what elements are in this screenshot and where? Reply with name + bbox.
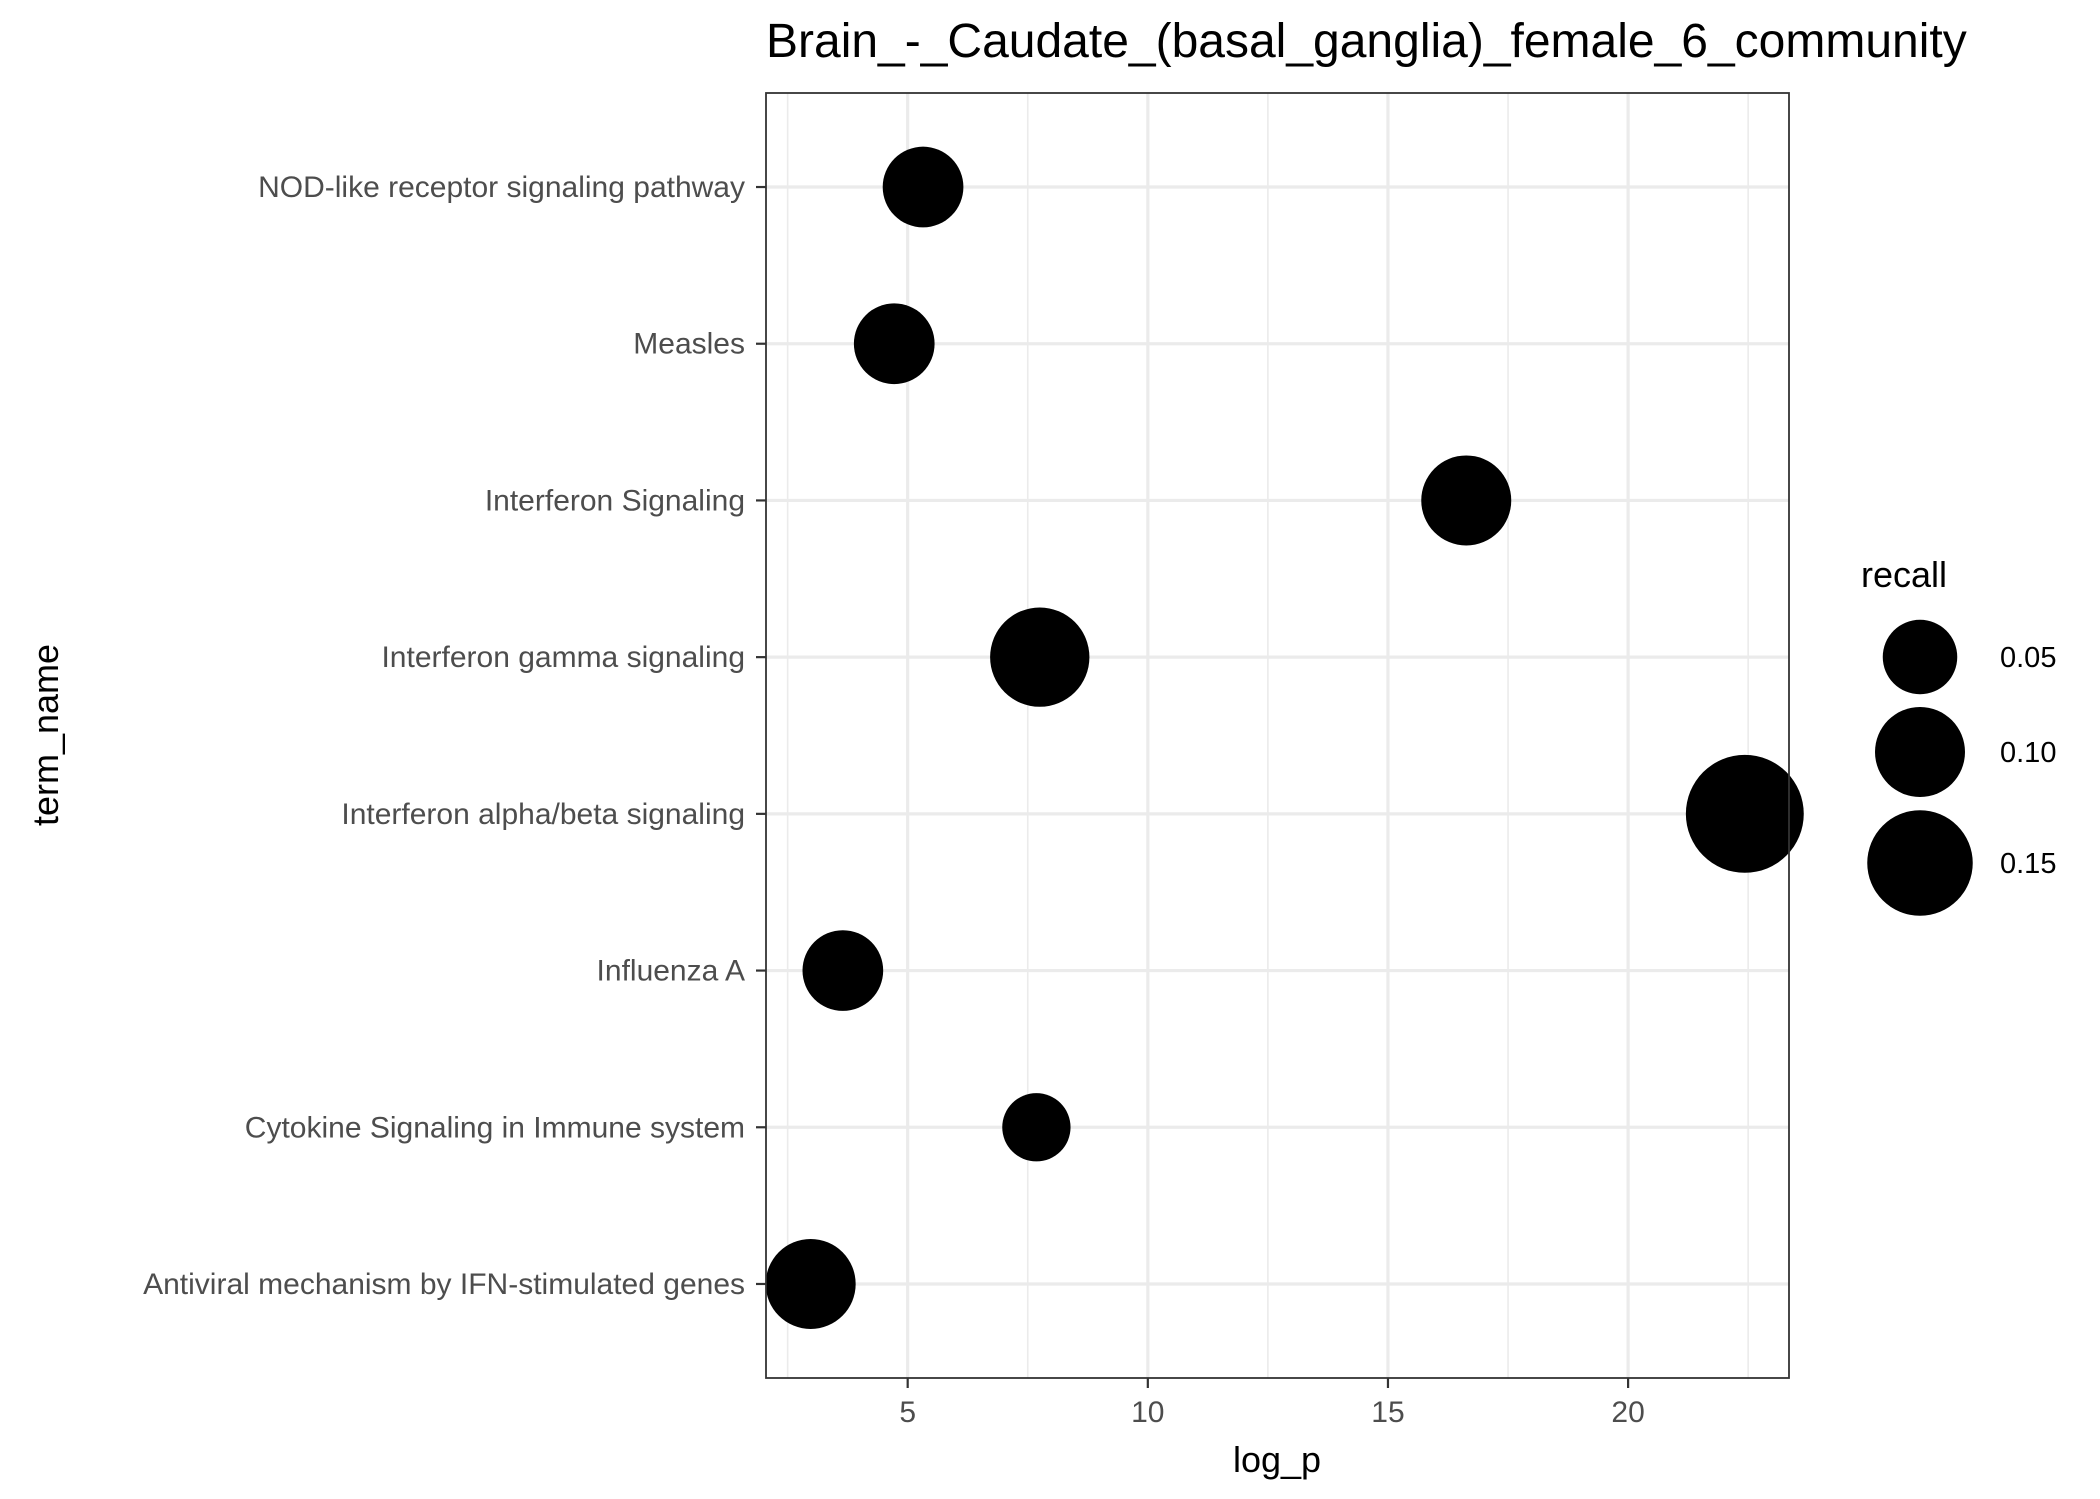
legend-key-circle <box>1882 619 1958 695</box>
data-point <box>990 607 1090 707</box>
x-tick-label: 15 <box>1371 1396 1404 1429</box>
data-point <box>882 146 964 228</box>
y-tick-label: Interferon gamma signaling <box>381 641 745 674</box>
y-axis-title: term_name <box>25 644 66 826</box>
y-tick-label: Interferon alpha/beta signaling <box>341 798 745 831</box>
x-tick-label: 20 <box>1611 1396 1644 1429</box>
y-tick-label: Cytokine Signaling in Immune system <box>245 1111 745 1144</box>
legend-key-circle <box>1867 810 1973 916</box>
points-layer <box>765 146 1804 1329</box>
legend-title: recall <box>1861 554 1947 595</box>
grid-layer <box>766 93 1789 1378</box>
data-point <box>802 930 884 1011</box>
x-tick-label: 5 <box>899 1396 916 1429</box>
legend-key-label: 0.05 <box>2000 642 2056 674</box>
y-tick-label: Influenza A <box>597 955 745 988</box>
y-tick-label: Measles <box>633 328 745 361</box>
x-tick-label: 10 <box>1131 1396 1164 1429</box>
legend-key-circle <box>1875 707 1965 797</box>
size-legend: recall 0.05 0.10 0.15 <box>1861 554 2056 916</box>
x-axis-title: log_p <box>1233 1439 1321 1480</box>
chart-title: Brain_-_Caudate_(basal_ganglia)_female_6… <box>766 15 1967 68</box>
panel-border <box>765 92 1790 1379</box>
y-tick-label: Antiviral mechanism by IFN-stimulated ge… <box>143 1268 745 1301</box>
x-axis: 5 10 15 20 <box>899 1378 1645 1429</box>
data-point <box>765 1238 856 1329</box>
data-point <box>1685 754 1804 873</box>
y-axis: Antiviral mechanism by IFN-stimulated ge… <box>143 171 766 1301</box>
data-point <box>853 303 935 385</box>
legend-key-label: 0.15 <box>2000 848 2056 880</box>
legend-key-label: 0.10 <box>2000 737 2056 769</box>
data-point <box>1421 455 1512 546</box>
data-point <box>1002 1093 1071 1162</box>
y-tick-label: Interferon Signaling <box>485 484 745 517</box>
y-tick-label: NOD-like receptor signaling pathway <box>258 171 745 204</box>
